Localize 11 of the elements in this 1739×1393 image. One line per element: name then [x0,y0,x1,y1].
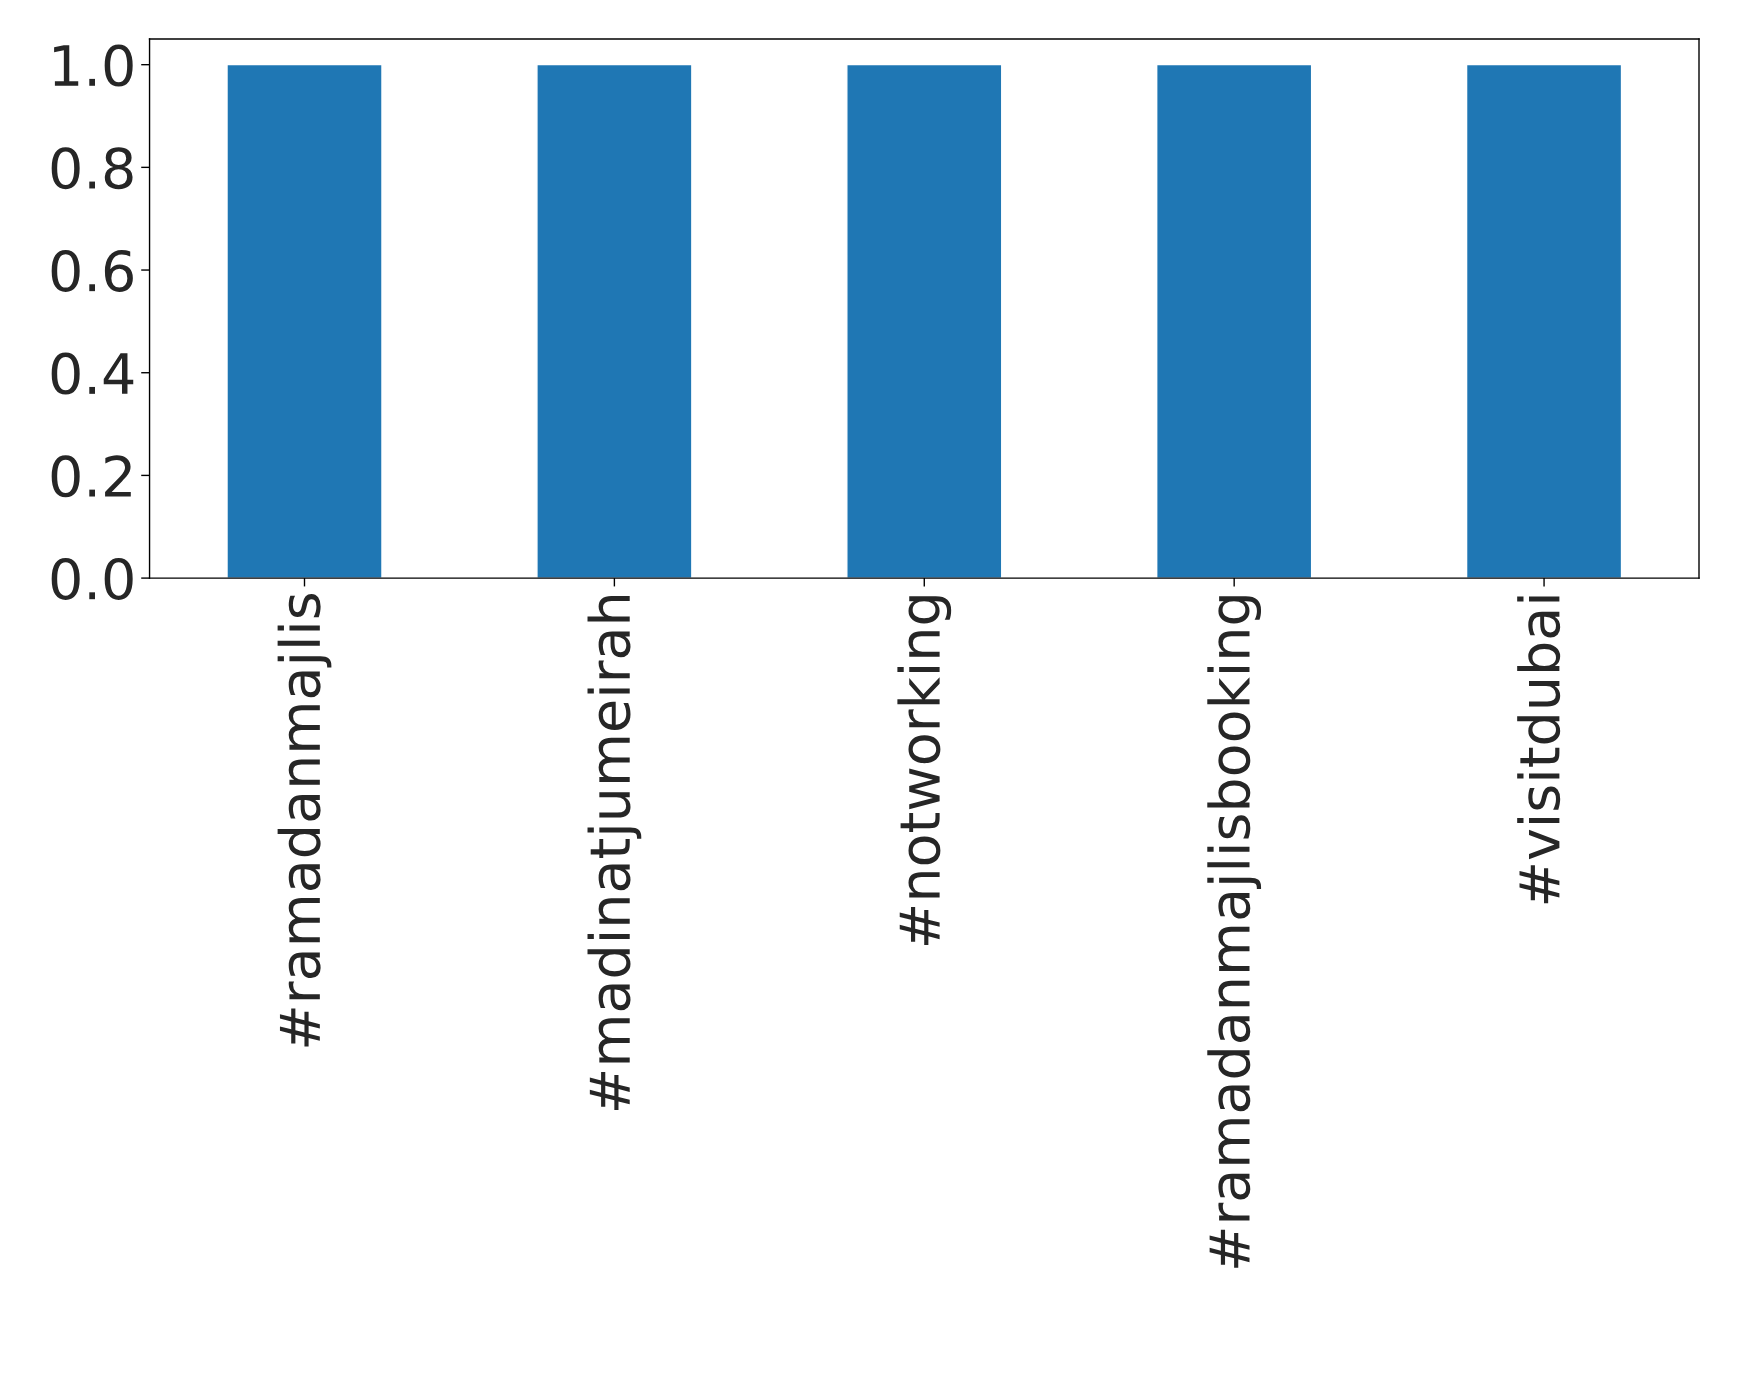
y-tick-label: 0.2 [51,455,131,498]
x-tick-label: #ramadanmajlis [277,594,332,1047]
y-tick-label: 0.6 [51,249,133,292]
x-tick-label: #notworking [897,596,952,945]
x-tick-label: #madinatjumeirah [587,596,642,1110]
y-tick-label: 1.0 [54,44,133,87]
y-tick-label: 0.4 [51,352,134,395]
y-tick-label: 0.8 [51,147,133,190]
x-tick-label: #visitdubai [1517,596,1561,904]
y-tick-label: 0.0 [51,557,133,600]
x-tick-label: #ramadanmajlisbooking [1207,596,1262,1268]
